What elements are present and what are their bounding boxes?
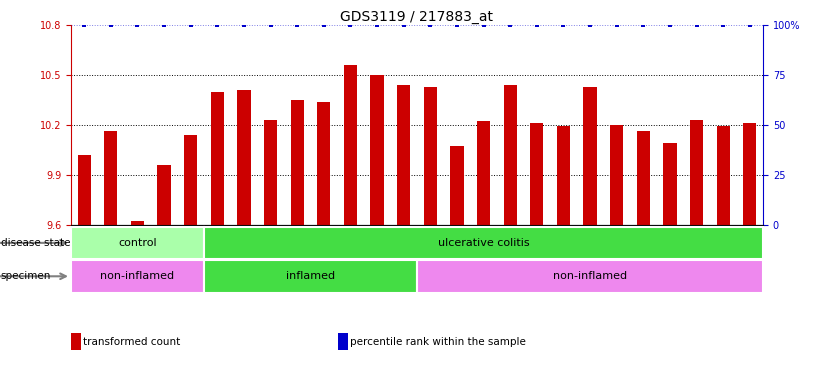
Bar [238,90,250,384]
Text: disease state: disease state [1,238,70,248]
Bar [397,85,410,384]
Bar [417,260,763,293]
Point [583,22,596,28]
Point [477,22,490,28]
Point [530,22,544,28]
Point [317,22,330,28]
Point [690,22,703,28]
Bar [690,120,703,384]
Point [211,22,224,28]
Point [370,22,384,28]
Point [158,22,171,28]
Point [264,22,277,28]
Text: control: control [118,238,157,248]
Point [636,22,650,28]
Bar [584,86,596,384]
Bar [184,135,198,384]
Text: inflamed: inflamed [286,271,335,281]
Bar [504,85,517,384]
Bar [131,221,144,384]
Bar [290,100,304,384]
Point [557,22,570,28]
Point [237,22,250,28]
Bar [344,65,357,384]
Bar [317,101,330,384]
Bar [477,121,490,384]
Bar [71,260,204,293]
Text: specimen: specimen [1,271,51,281]
Bar [450,146,464,384]
Bar [211,91,224,384]
Point [504,22,517,28]
Title: GDS3119 / 217883_at: GDS3119 / 217883_at [340,10,494,24]
Bar [370,75,384,384]
Bar [78,155,91,384]
Point [743,22,756,28]
Text: ulcerative colitis: ulcerative colitis [438,238,530,248]
Point [663,22,676,28]
Bar [158,165,171,384]
Bar [530,123,544,384]
Bar [716,126,730,384]
Bar [424,86,437,384]
Point [184,22,198,28]
Bar [636,131,650,384]
Text: percentile rank within the sample: percentile rank within the sample [350,337,526,347]
Text: non-inflamed: non-inflamed [100,271,174,281]
Bar [104,131,118,384]
Point [131,22,144,28]
Bar [204,260,417,293]
Bar [204,227,763,259]
Bar [610,125,623,384]
Point [78,22,91,28]
Point [290,22,304,28]
Point [424,22,437,28]
Bar [743,123,756,384]
Bar [71,227,204,259]
Text: non-inflamed: non-inflamed [553,271,627,281]
Bar [557,126,570,384]
Point [716,22,730,28]
Bar [264,120,277,384]
Text: transformed count: transformed count [83,337,181,347]
Point [104,22,118,28]
Point [344,22,357,28]
Bar [663,143,676,384]
Point [450,22,464,28]
Point [397,22,410,28]
Point [610,22,623,28]
